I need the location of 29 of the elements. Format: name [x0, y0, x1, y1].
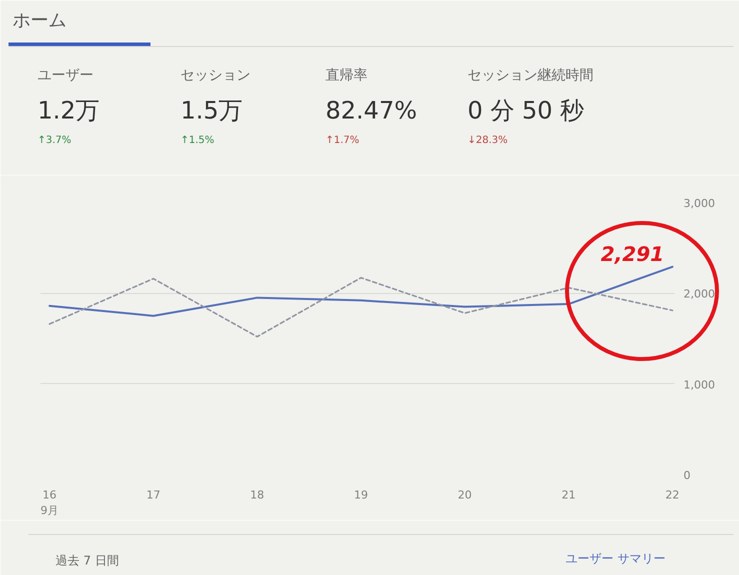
- text: 過去 7 日間: [56, 554, 119, 568]
- text: ↑3.7%: [38, 135, 72, 146]
- line-series: [48, 266, 674, 317]
- x-tick-label: 20: [458, 488, 472, 502]
- x-tick-label: 21: [562, 488, 576, 502]
- text: 直帰率: [326, 68, 368, 84]
- annotation: 2,291: [600, 242, 664, 266]
- text: ユーザー サマリー: [566, 552, 666, 566]
- y-tick-label: 0: [684, 469, 690, 482]
- x-tick-label: 19: [354, 488, 368, 502]
- text: 82.47%: [326, 96, 418, 124]
- text: 1.5万: [180, 96, 243, 124]
- text: ↑1.7%: [326, 135, 360, 146]
- y-tick-label: 2,000: [684, 288, 715, 301]
- text: 0 分 50 秒: [468, 96, 584, 124]
- x-tick-label: 16 9月: [40, 488, 59, 518]
- text: セッション: [180, 68, 250, 84]
- x-tick-label: 18: [250, 488, 264, 502]
- text: ↑1.5%: [180, 135, 214, 146]
- chart-title: ホーム: [12, 10, 66, 31]
- text: 1.2万: [38, 96, 100, 124]
- text: セッション継続時間: [468, 68, 594, 84]
- text: ユーザー: [38, 68, 94, 84]
- x-tick-label: 17: [146, 488, 160, 502]
- y-tick-label: 1,000: [684, 378, 715, 392]
- line-series: [48, 276, 674, 338]
- y-tick-label: 3,000: [684, 197, 715, 210]
- text: ↓28.3%: [468, 135, 508, 146]
- x-tick-label: 22: [665, 488, 680, 502]
